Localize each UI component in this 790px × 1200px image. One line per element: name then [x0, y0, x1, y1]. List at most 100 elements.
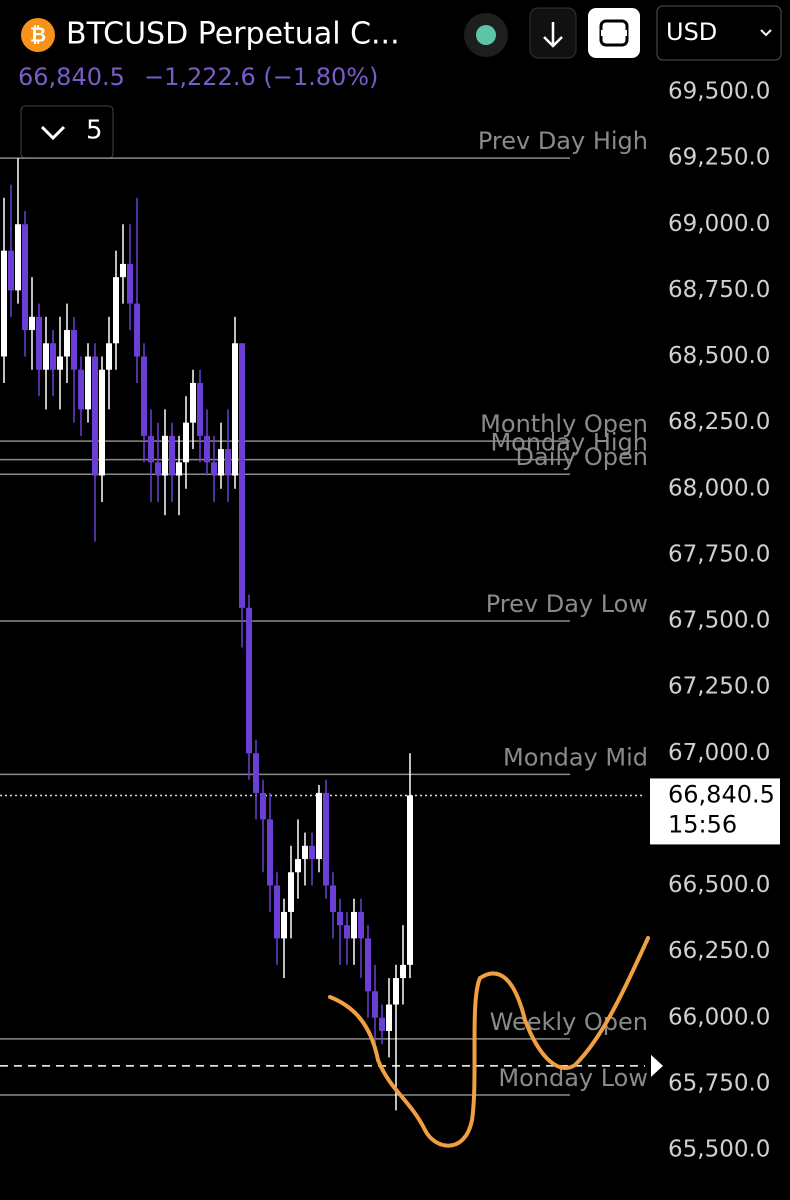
candle-body — [50, 343, 56, 370]
currency-chevron — [760, 29, 772, 37]
candle-body — [281, 911, 287, 939]
price: 66,840.5 — [18, 63, 125, 91]
y-tick-label: 68,750.0 — [668, 277, 770, 303]
candle-body — [211, 462, 217, 476]
candle-body — [337, 911, 343, 926]
candle-body — [323, 792, 329, 886]
candle-body — [309, 845, 315, 860]
candle-body — [302, 845, 308, 860]
level-label: Daily Open — [516, 443, 648, 471]
interval-chevron — [40, 125, 66, 141]
candle-body — [365, 938, 371, 992]
y-tick-label: 68,250.0 — [668, 409, 770, 435]
candle-body — [155, 462, 161, 476]
y-tick-label: 67,000.0 — [668, 740, 770, 766]
candle-body — [218, 449, 224, 476]
price-change: −1,222.6 (−1.80%) — [144, 63, 378, 91]
alert-handle — [651, 1054, 663, 1077]
candle-body — [183, 422, 189, 463]
candle-body — [260, 792, 266, 820]
y-tick-label: 65,750.0 — [668, 1070, 770, 1096]
candle-body — [330, 885, 336, 912]
interval-label: 5 — [86, 116, 103, 146]
countdown-label: 15:56 — [668, 810, 737, 838]
candle-body — [225, 449, 231, 476]
candle-body — [85, 356, 91, 410]
y-tick-label: 67,250.0 — [668, 674, 770, 700]
level-label: Monday Mid — [503, 743, 648, 771]
candle-body — [246, 607, 252, 754]
candle-body — [393, 978, 399, 1005]
candle-body — [57, 356, 63, 370]
candle-body — [232, 343, 238, 476]
candle-body — [29, 316, 35, 331]
level-label: Prev Day Low — [486, 590, 648, 618]
candle-body — [162, 435, 168, 476]
candle-body — [274, 885, 280, 939]
candle-body — [407, 795, 413, 965]
coin-symbol: ₿ — [30, 23, 46, 47]
candle-body — [78, 369, 84, 410]
last-price-tag — [650, 778, 780, 845]
currency-select[interactable] — [656, 5, 782, 61]
candle-body — [190, 382, 196, 423]
level-label: Monday High — [490, 429, 648, 457]
candle-body — [253, 753, 259, 793]
coin-icon — [21, 18, 55, 52]
candle-body — [99, 369, 105, 476]
y-tick-label: 69,250.0 — [668, 145, 770, 171]
candle-body — [169, 435, 175, 476]
candle-body — [344, 925, 350, 939]
candle-body — [358, 911, 364, 939]
candle-body — [204, 435, 210, 463]
y-tick-label: 68,500.0 — [668, 343, 770, 369]
y-tick-label: 66,500.0 — [668, 872, 770, 898]
candle-body — [127, 263, 133, 304]
candle-body — [71, 330, 77, 370]
y-tick-label: 69,500.0 — [668, 79, 770, 105]
candle-body — [106, 343, 112, 370]
plot-area: 65,500.0 65,750.0 66,000.0 66,250.0 66,500.0… — [0, 79, 780, 1163]
y-tick-label: 69,000.0 — [668, 211, 770, 237]
y-tick-label: 68,000.0 — [668, 475, 770, 501]
y-tick-label: 67,750.0 — [668, 541, 770, 567]
candle-body — [1, 250, 7, 357]
candle-body — [22, 224, 28, 331]
candle-body — [239, 343, 245, 608]
currency-label: USD — [666, 18, 717, 46]
candle-body — [36, 316, 42, 370]
candle-body — [351, 911, 357, 939]
scribble-annotation — [328, 936, 650, 1148]
chart-title[interactable]: BTCUSD Perpetual C... — [66, 17, 400, 52]
candle-body — [43, 343, 49, 370]
status-dot — [476, 25, 496, 45]
candle-body — [8, 250, 14, 291]
download-icon — [543, 22, 563, 48]
candle-body — [379, 1017, 385, 1031]
level-label: Monthly Open — [480, 410, 648, 438]
level-label: Weekly Open — [490, 1008, 648, 1036]
candle-body — [197, 382, 203, 436]
candle-body — [148, 435, 154, 463]
y-tick-label: 66,250.0 — [668, 938, 770, 964]
last-price-label: 66,840.5 — [668, 780, 775, 808]
y-tick-label: 66,000.0 — [668, 1004, 770, 1030]
candle-body — [134, 303, 140, 357]
candle-body — [372, 991, 378, 1018]
fit-icon-gap — [601, 30, 627, 36]
candle-body — [288, 872, 294, 912]
candle-body — [400, 964, 406, 979]
candle-body — [295, 859, 301, 873]
candle-body — [92, 356, 98, 476]
candle-body — [64, 330, 70, 357]
y-tick-label: 65,500.0 — [668, 1137, 770, 1163]
candle-body — [120, 263, 126, 278]
candle-body — [316, 792, 322, 860]
level-label: Prev Day High — [478, 127, 648, 155]
candle-body — [386, 1004, 392, 1031]
candle-body — [176, 462, 182, 476]
candle-body — [113, 277, 119, 344]
candle-body — [141, 356, 147, 436]
candle-body — [267, 819, 273, 886]
